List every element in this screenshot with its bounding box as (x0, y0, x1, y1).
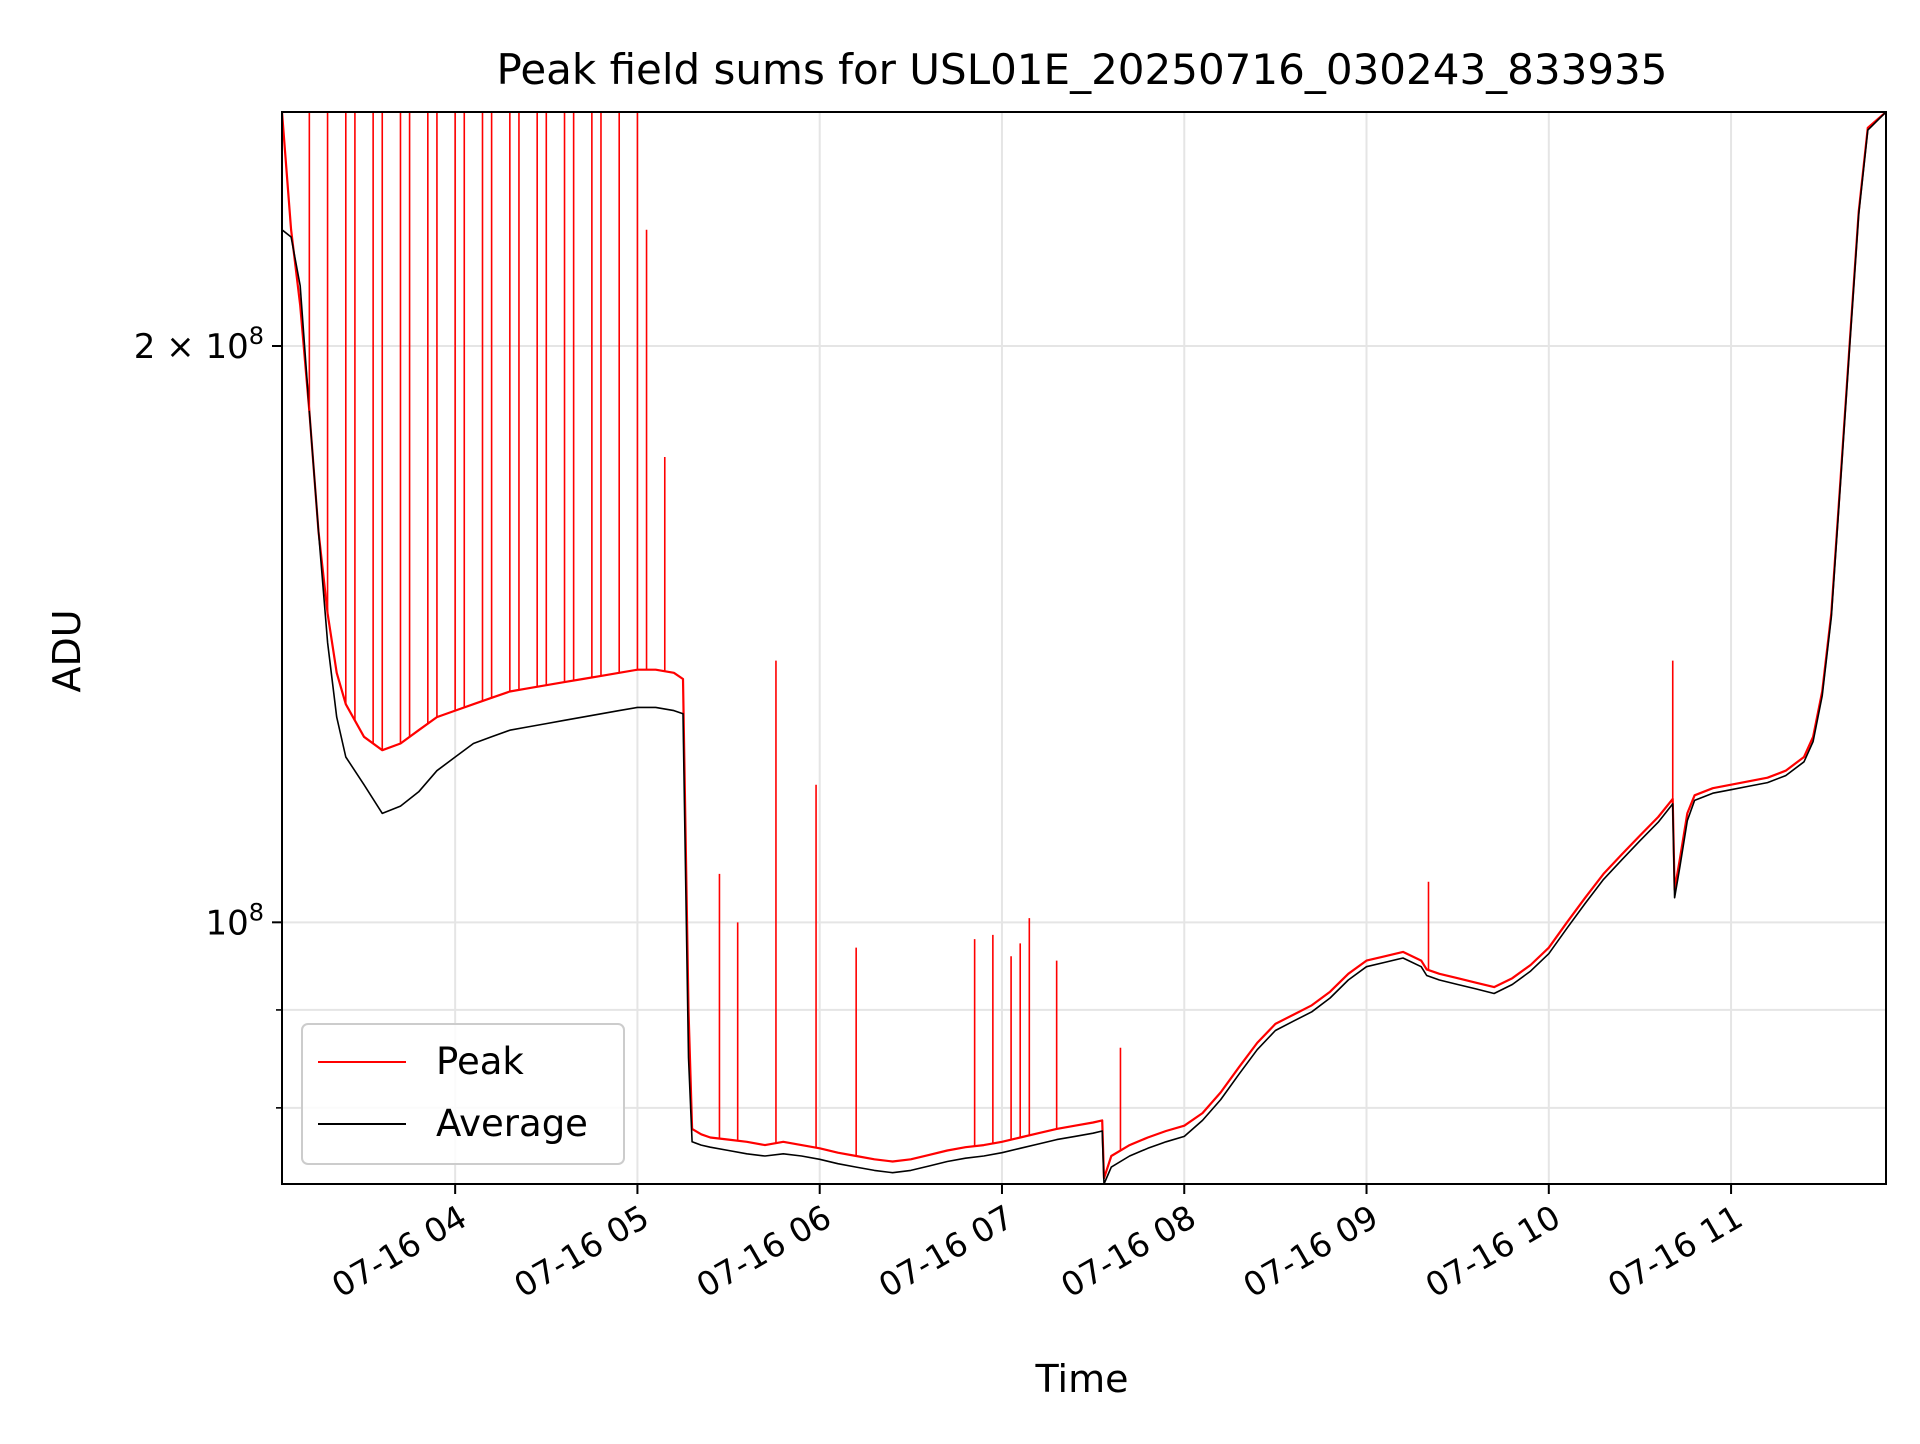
y-axis-label: ADU (45, 609, 89, 692)
x-axis-label: Time (1035, 1357, 1129, 1401)
legend-label-average: Average (436, 1102, 588, 1145)
y-tick-label: 108 (205, 898, 264, 943)
plot-frame (281, 111, 1887, 1185)
series-layer (282, 112, 1886, 1184)
legend-box (301, 1023, 625, 1165)
series-line-average (282, 112, 1886, 1184)
legend: Peak Average (301, 1023, 625, 1165)
y-tick-label: 2 × 108 (134, 322, 264, 367)
legend-label-peak: Peak (436, 1040, 524, 1083)
series-clip-group (282, 112, 1886, 1184)
chart-title: Peak field sums for USL01E_20250716_0302… (496, 45, 1667, 94)
